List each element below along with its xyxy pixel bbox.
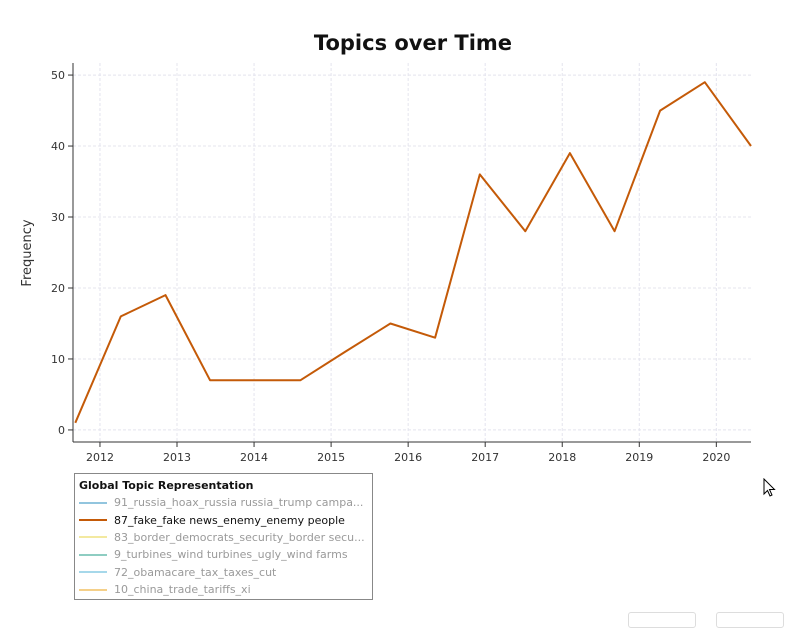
legend-item[interactable]: 83_border_democrats_security_border secu… [79,529,372,546]
legend-label: 10_china_trade_tariffs_xi [114,583,251,597]
legend-swatch [79,553,107,556]
series-group [74,81,752,424]
legend-swatch [79,571,107,574]
legend-item[interactable]: 87_fake_fake news_enemy_enemy people [79,511,372,528]
legend-label: 72_obamacare_tax_taxes_cut [114,565,277,579]
y-tick-label: 30 [51,211,65,224]
mouse-cursor-icon [763,478,776,497]
legend-swatch [79,501,107,504]
y-tick-label: 40 [51,140,65,153]
x-tick-label: 2013 [163,451,191,464]
y-tick-label: 20 [51,282,65,295]
legend-item[interactable]: 91_russia_hoax_russia russia_trump campa… [79,494,372,511]
y-axis-title: Frequency [20,219,35,286]
x-tick-label: 2014 [240,451,268,464]
legend-item[interactable]: 9_turbines_wind turbines_ugly_wind farms [79,546,372,563]
x-tick-label: 2016 [394,451,422,464]
y-tick-label: 50 [51,69,65,82]
legend: Global Topic Representation 91_russia_ho… [74,473,373,600]
y-axis-ticks: 0 10 20 30 40 50 [51,69,73,437]
x-axis-ticks: 2012 2013 2014 2015 2016 2017 2018 2019 2020 [86,442,730,464]
series-line [74,81,752,424]
legend-label: 83_border_democrats_security_border secu… [114,530,365,544]
grid [73,63,751,442]
legend-swatch [79,588,107,591]
y-tick-label: 10 [51,353,65,366]
axes [72,63,751,443]
legend-item[interactable]: 72_obamacare_tax_taxes_cut [79,564,372,581]
legend-swatch [79,519,107,522]
x-tick-label: 2012 [86,451,114,464]
legend-label: 87_fake_fake news_enemy_enemy people [114,513,345,527]
x-tick-label: 2017 [471,451,499,464]
x-tick-label: 2018 [548,451,576,464]
legend-swatch [79,536,107,539]
x-tick-label: 2015 [317,451,345,464]
x-tick-label: 2020 [702,451,730,464]
legend-items: 91_russia_hoax_russia russia_trump campa… [79,494,372,598]
legend-title: Global Topic Representation [79,479,254,492]
y-tick-label: 0 [58,424,65,437]
legend-label: 9_turbines_wind turbines_ugly_wind farms [114,548,348,562]
chart-title: Topics over Time [314,31,512,55]
legend-item[interactable]: 10_china_trade_tariffs_xi [79,581,372,598]
legend-label: 91_russia_hoax_russia russia_trump campa… [114,496,364,510]
bottom-button-left[interactable] [628,612,696,628]
x-tick-label: 2019 [625,451,653,464]
bottom-button-right[interactable] [716,612,784,628]
